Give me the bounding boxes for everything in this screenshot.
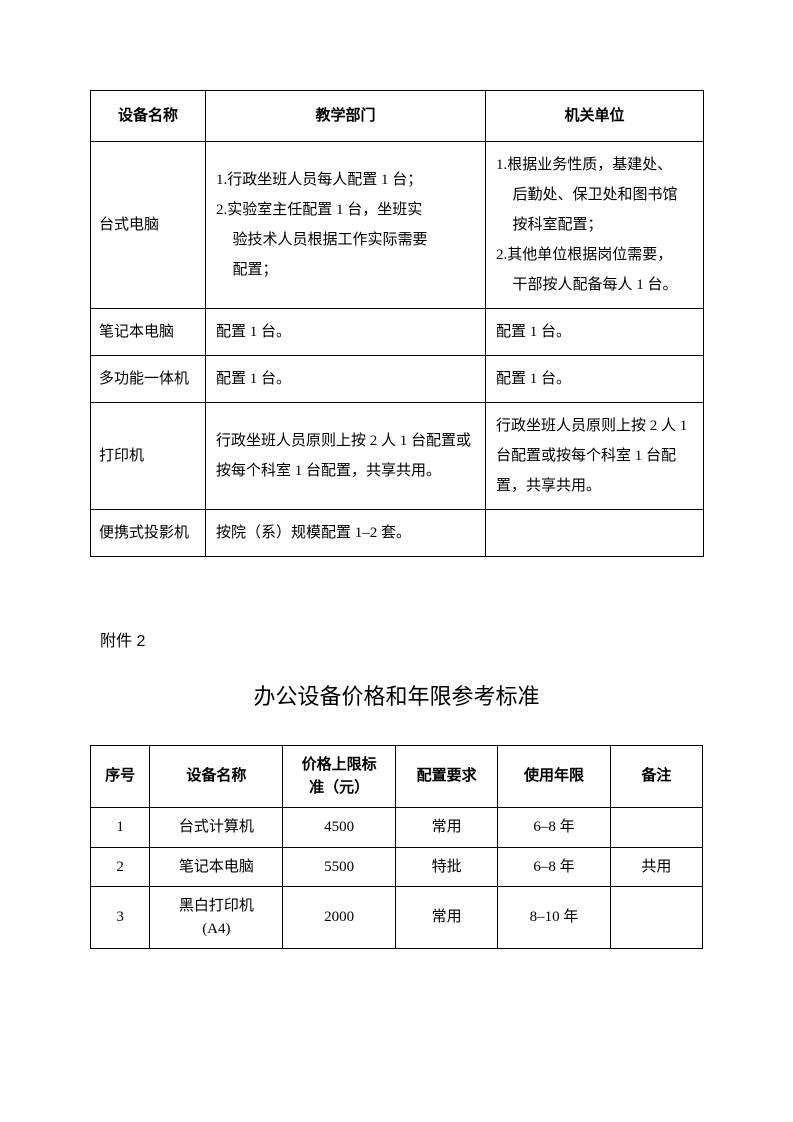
teaching-dept-cell: 配置 1 台。 — [206, 356, 486, 403]
table-row: 多功能一体机 配置 1 台。 配置 1 台。 — [91, 356, 704, 403]
header-requirement: 配置要求 — [395, 746, 497, 808]
cell-requirement: 常用 — [395, 887, 497, 949]
table-row: 台式电脑 1.行政坐班人员每人配置 1 台； 2.实验室主任配置 1 台，坐班实… — [91, 142, 704, 309]
cell-line: 黑白打印机 — [154, 895, 278, 918]
cell-note — [610, 887, 702, 949]
cell-price: 2000 — [283, 887, 396, 949]
teaching-dept-cell: 行政坐班人员原则上按 2 人 1 台配置或按每个科室 1 台配置，共享共用。 — [206, 403, 486, 510]
header-equipment-name: 设备名称 — [91, 91, 206, 142]
admin-unit-cell: 配置 1 台。 — [486, 356, 704, 403]
header-price: 价格上限标 准（元） — [283, 746, 396, 808]
table-row: 便携式投影机 按院（系）规模配置 1–2 套。 — [91, 510, 704, 557]
header-name: 设备名称 — [150, 746, 283, 808]
admin-unit-cell — [486, 510, 704, 557]
cell-name: 黑白打印机 (A4) — [150, 887, 283, 949]
cell-note: 共用 — [610, 847, 702, 887]
cell-no: 1 — [91, 808, 150, 848]
teaching-dept-cell: 配置 1 台。 — [206, 309, 486, 356]
header-note: 备注 — [610, 746, 702, 808]
equipment-name-cell: 台式电脑 — [91, 142, 206, 309]
table-header-row: 设备名称 教学部门 机关单位 — [91, 91, 704, 142]
cell-years: 6–8 年 — [498, 808, 611, 848]
equipment-name-cell: 打印机 — [91, 403, 206, 510]
table-header-row: 序号 设备名称 价格上限标 准（元） 配置要求 使用年限 备注 — [91, 746, 703, 808]
table-row: 3 黑白打印机 (A4) 2000 常用 8–10 年 — [91, 887, 703, 949]
cell-no: 2 — [91, 847, 150, 887]
cell-name: 笔记本电脑 — [150, 847, 283, 887]
cell-line: 验技术人员根据工作实际需要 — [216, 225, 475, 255]
cell-line: (A4) — [154, 918, 278, 941]
cell-note — [610, 808, 702, 848]
cell-line: 后勤处、保卫处和图书馆 — [496, 180, 693, 210]
cell-requirement: 特批 — [395, 847, 497, 887]
equipment-name-cell: 笔记本电脑 — [91, 309, 206, 356]
teaching-dept-cell: 按院（系）规模配置 1–2 套。 — [206, 510, 486, 557]
header-teaching-dept: 教学部门 — [206, 91, 486, 142]
cell-requirement: 常用 — [395, 808, 497, 848]
admin-unit-cell: 行政坐班人员原则上按 2 人 1 台配置或按每个科室 1 台配置，共享共用。 — [486, 403, 704, 510]
cell-price: 5500 — [283, 847, 396, 887]
header-admin-unit: 机关单位 — [486, 91, 704, 142]
cell-years: 6–8 年 — [498, 847, 611, 887]
equipment-allocation-table: 设备名称 教学部门 机关单位 台式电脑 1.行政坐班人员每人配置 1 台； 2.… — [90, 90, 704, 557]
equipment-name-cell: 多功能一体机 — [91, 356, 206, 403]
attachment-label: 附件 2 — [100, 627, 703, 651]
cell-no: 3 — [91, 887, 150, 949]
header-line: 价格上限标 — [287, 754, 391, 777]
equipment-name-cell: 便携式投影机 — [91, 510, 206, 557]
cell-line: 2.其他单位根据岗位需要， — [496, 240, 693, 270]
teaching-dept-cell: 1.行政坐班人员每人配置 1 台； 2.实验室主任配置 1 台，坐班实 验技术人… — [206, 142, 486, 309]
cell-line: 1.行政坐班人员每人配置 1 台； — [216, 165, 475, 195]
table-row: 2 笔记本电脑 5500 特批 6–8 年 共用 — [91, 847, 703, 887]
header-line: 准（元） — [287, 777, 391, 800]
cell-name: 台式计算机 — [150, 808, 283, 848]
section-title: 办公设备价格和年限参考标准 — [90, 679, 703, 711]
cell-price: 4500 — [283, 808, 396, 848]
admin-unit-cell: 配置 1 台。 — [486, 309, 704, 356]
cell-line: 配置； — [216, 255, 475, 285]
cell-line: 按科室配置； — [496, 210, 693, 240]
header-no: 序号 — [91, 746, 150, 808]
price-standard-table: 序号 设备名称 价格上限标 准（元） 配置要求 使用年限 备注 1 台式计算机 … — [90, 745, 703, 949]
table-row: 1 台式计算机 4500 常用 6–8 年 — [91, 808, 703, 848]
table-row: 笔记本电脑 配置 1 台。 配置 1 台。 — [91, 309, 704, 356]
cell-line: 2.实验室主任配置 1 台，坐班实 — [216, 195, 475, 225]
header-years: 使用年限 — [498, 746, 611, 808]
cell-years: 8–10 年 — [498, 887, 611, 949]
cell-line: 干部按人配备每人 1 台。 — [496, 270, 693, 300]
table-row: 打印机 行政坐班人员原则上按 2 人 1 台配置或按每个科室 1 台配置，共享共… — [91, 403, 704, 510]
cell-line: 1.根据业务性质，基建处、 — [496, 150, 693, 180]
admin-unit-cell: 1.根据业务性质，基建处、 后勤处、保卫处和图书馆 按科室配置； 2.其他单位根… — [486, 142, 704, 309]
